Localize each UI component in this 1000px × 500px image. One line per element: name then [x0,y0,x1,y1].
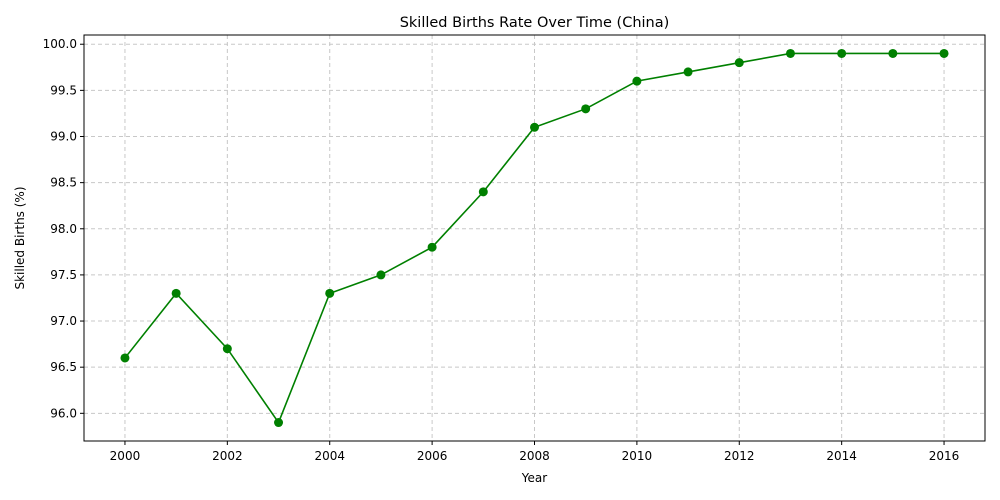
data-point [632,76,642,86]
data-point [376,270,386,280]
x-tick-label: 2014 [826,449,857,463]
data-point [683,67,693,77]
data-point [171,288,181,298]
series-layer [120,48,949,428]
y-tick-label: 99.5 [50,83,77,97]
data-point [120,353,130,363]
y-tick-label: 98.0 [50,222,77,236]
data-point [837,48,847,58]
data-point [785,48,795,58]
grid-layer [84,35,985,441]
y-tick-label: 99.0 [50,130,77,144]
data-point [274,418,284,428]
x-tick-label: 2008 [519,449,550,463]
x-tick-label: 2012 [724,449,755,463]
x-tick-label: 2010 [622,449,653,463]
y-tick-label: 96.5 [50,360,77,374]
y-axis-ticks: 96.0 96.5 97.0 97.5 98.0 98.5 99.0 99.5 100.0 [43,37,84,420]
data-point [939,48,949,58]
x-tick-label: 2000 [110,449,141,463]
y-tick-label: 100.0 [43,37,77,51]
y-tick-label: 96.0 [50,406,77,420]
data-point [325,288,335,298]
data-point [222,344,232,354]
data-point [734,58,744,68]
data-point [478,187,488,197]
y-tick-label: 97.5 [50,268,77,282]
data-point [530,122,539,132]
y-axis-label: Skilled Births (%) [13,186,27,289]
y-tick-label: 98.5 [50,176,77,190]
x-axis-label: Year [521,471,547,485]
x-tick-label: 2016 [929,449,960,463]
data-point [581,104,591,114]
chart-title: Skilled Births Rate Over Time (China) [400,15,670,31]
y-tick-label: 97.0 [50,314,77,328]
x-tick-label: 2004 [314,449,345,463]
data-point [888,48,898,58]
x-tick-label: 2006 [417,449,448,463]
data-point [427,242,437,252]
x-axis-ticks: 2000 2002 2004 2006 2008 2010 2012 2014 2016 [110,441,960,463]
x-tick-label: 2002 [212,449,243,463]
